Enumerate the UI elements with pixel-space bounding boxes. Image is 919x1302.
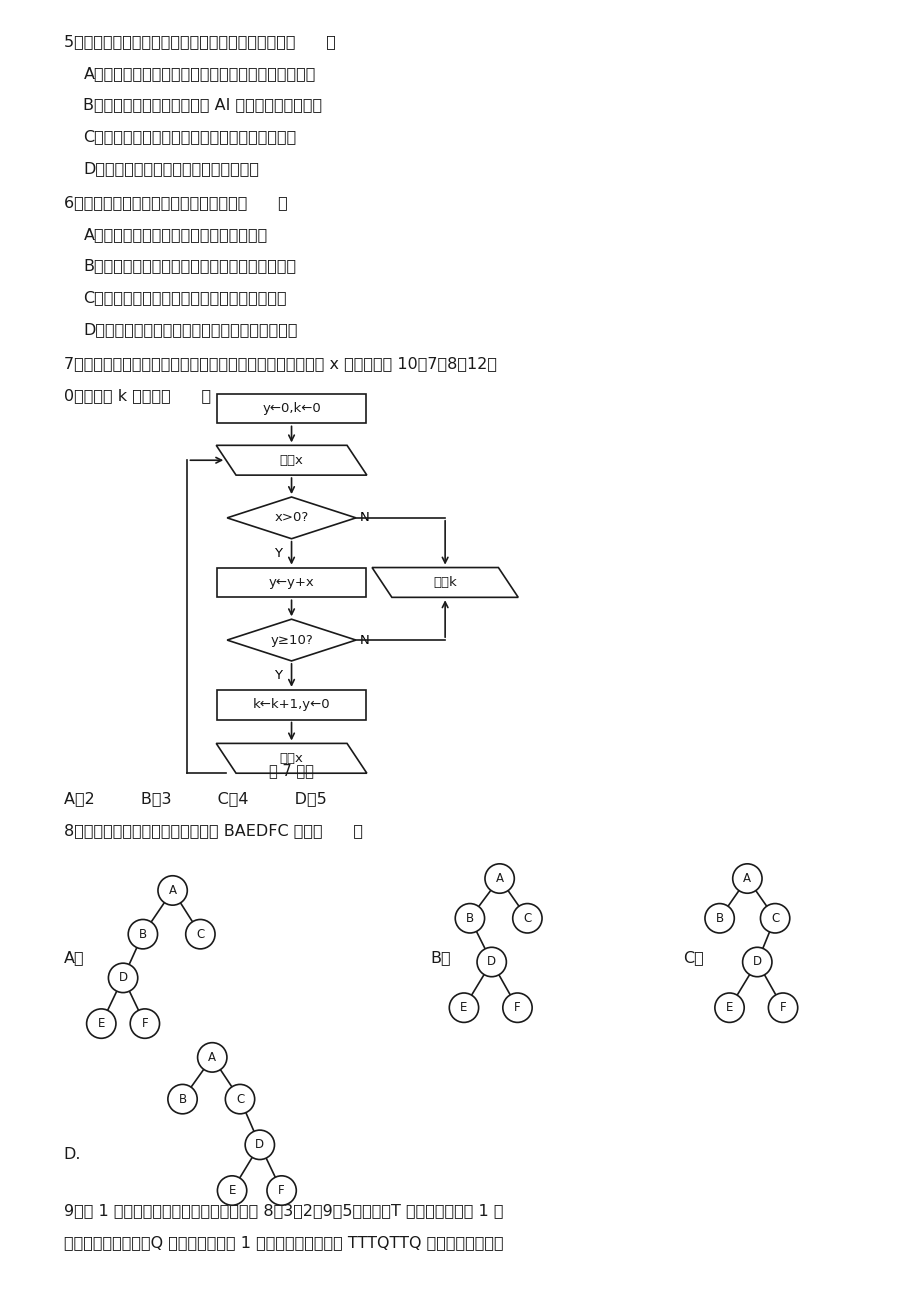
Circle shape [217, 1176, 246, 1206]
Text: 9．有 1 个队列，队首到队尾的元素依次为 8，3，2，9，5。约定：T 操作是指队列中 1 个: 9．有 1 个队列，队首到队尾的元素依次为 8，3，2，9，5。约定：T 操作是… [63, 1203, 503, 1219]
Text: B: B [465, 911, 473, 924]
Text: C: C [196, 928, 204, 940]
Circle shape [760, 904, 789, 934]
Text: 8．下列二叉树中，中序遍历结果为 BAEDFC 的是（      ）: 8．下列二叉树中，中序遍历结果为 BAEDFC 的是（ ） [63, 823, 362, 838]
Text: y←0,k←0: y←0,k←0 [262, 402, 321, 415]
Circle shape [484, 863, 514, 893]
Polygon shape [216, 445, 367, 475]
FancyBboxPatch shape [217, 690, 366, 720]
Text: A: A [743, 872, 751, 885]
Text: F: F [779, 1001, 786, 1014]
Text: E: E [725, 1001, 732, 1014]
Text: B: B [178, 1092, 187, 1105]
Text: D: D [752, 956, 761, 969]
Circle shape [477, 948, 505, 976]
Text: D．移动终端之间只能通过移动通信网络进行通信: D．移动终端之间只能通过移动通信网络进行通信 [84, 322, 298, 337]
Circle shape [244, 1130, 274, 1160]
Text: B: B [715, 911, 723, 924]
Text: F: F [514, 1001, 520, 1014]
Text: B．: B． [430, 950, 450, 965]
Circle shape [732, 863, 761, 893]
Text: A: A [208, 1051, 216, 1064]
Text: C: C [770, 911, 778, 924]
Text: B．选购水果的品种数据可由 AI 摄像头自动识别得到: B．选购水果的品种数据可由 AI 摄像头自动识别得到 [84, 98, 323, 112]
Text: 输出k: 输出k [433, 575, 457, 589]
Circle shape [186, 919, 215, 949]
Text: 0，则输出 k 的值是（      ）: 0，则输出 k 的值是（ ） [63, 388, 210, 402]
Circle shape [86, 1009, 116, 1038]
Text: x>0?: x>0? [274, 512, 309, 525]
FancyBboxPatch shape [217, 568, 366, 598]
Text: A: A [495, 872, 503, 885]
Polygon shape [227, 620, 356, 661]
Text: A．无线网络中的数据通信不需要传输介质: A．无线网络中的数据通信不需要传输介质 [84, 227, 267, 242]
Circle shape [714, 993, 743, 1022]
Text: N: N [359, 512, 369, 525]
Polygon shape [227, 497, 356, 539]
Text: C: C [235, 1092, 244, 1105]
Text: A．选购水果的重量数据可由秤体内置传感器采集得到: A．选购水果的重量数据可由秤体内置传感器采集得到 [84, 66, 315, 81]
Polygon shape [216, 743, 367, 773]
Circle shape [130, 1009, 159, 1038]
Text: B: B [139, 928, 147, 940]
Text: D.: D. [63, 1147, 81, 1161]
Text: F: F [278, 1184, 285, 1197]
Text: y←y+x: y←y+x [268, 575, 314, 589]
Text: E: E [460, 1001, 467, 1014]
Text: N: N [359, 634, 369, 647]
Circle shape [455, 904, 484, 934]
Circle shape [704, 904, 733, 934]
FancyBboxPatch shape [217, 393, 366, 423]
Text: 输入x: 输入x [279, 453, 303, 466]
Text: y≥10?: y≥10? [270, 634, 312, 647]
Text: A．: A． [63, 950, 85, 965]
Text: A: A [168, 884, 176, 897]
Circle shape [767, 993, 797, 1022]
Text: C: C [523, 911, 531, 924]
Text: 输入x: 输入x [279, 751, 303, 764]
Text: E: E [97, 1017, 105, 1030]
Text: 7．某算法的部分流程图如图所示，执行这部分流程，若输入 x 的值依次为 10，7，8，12，: 7．某算法的部分流程图如图所示，执行这部分流程，若输入 x 的值依次为 10，7… [63, 355, 496, 371]
Text: 6．下列关于网络技术的说法，正确的是（      ）: 6．下列关于网络技术的说法，正确的是（ ） [63, 195, 287, 210]
Text: Y: Y [273, 669, 281, 682]
Circle shape [225, 1085, 255, 1113]
Circle shape [267, 1176, 296, 1206]
Circle shape [158, 876, 187, 905]
Text: A．2         B．3         C．4         D．5: A．2 B．3 C．4 D．5 [63, 792, 326, 806]
Text: D: D [255, 1138, 264, 1151]
Circle shape [742, 948, 771, 976]
Polygon shape [371, 568, 517, 598]
Text: 第 7 题图: 第 7 题图 [269, 763, 313, 779]
Circle shape [448, 993, 478, 1022]
Text: k←k+1,y←0: k←k+1,y←0 [253, 698, 330, 711]
Circle shape [108, 963, 138, 992]
Text: D．应付金额的计算只能在服务器端完成: D．应付金额的计算只能在服务器端完成 [84, 161, 259, 176]
Text: C．: C． [682, 950, 703, 965]
Text: D: D [119, 971, 128, 984]
Text: F: F [142, 1017, 148, 1030]
Circle shape [512, 904, 541, 934]
Text: 元素出队后再入队，Q 操作是指队列中 1 个元素出队。则经过 TTTQTTQ 系列操作后，队列: 元素出队后再入队，Q 操作是指队列中 1 个元素出队。则经过 TTTQTTQ 系… [63, 1236, 503, 1250]
Circle shape [167, 1085, 197, 1113]
Circle shape [503, 993, 531, 1022]
Text: C．顾客付款码数据无需事先存放于该系统数据库: C．顾客付款码数据无需事先存放于该系统数据库 [84, 129, 296, 145]
Text: Y: Y [273, 547, 281, 560]
Text: E: E [228, 1184, 235, 1197]
Text: D: D [487, 956, 495, 969]
Text: 5．下列关于该信息系统中数据的说法，不正确的是（      ）: 5．下列关于该信息系统中数据的说法，不正确的是（ ） [63, 34, 335, 49]
Text: B．网络协议是实现不同网络之间正确通信的基础: B．网络协议是实现不同网络之间正确通信的基础 [84, 259, 296, 273]
Circle shape [198, 1043, 227, 1072]
Text: C．网络中的资源就是指网络中的所有硬件资源: C．网络中的资源就是指网络中的所有硬件资源 [84, 290, 287, 306]
Circle shape [128, 919, 157, 949]
